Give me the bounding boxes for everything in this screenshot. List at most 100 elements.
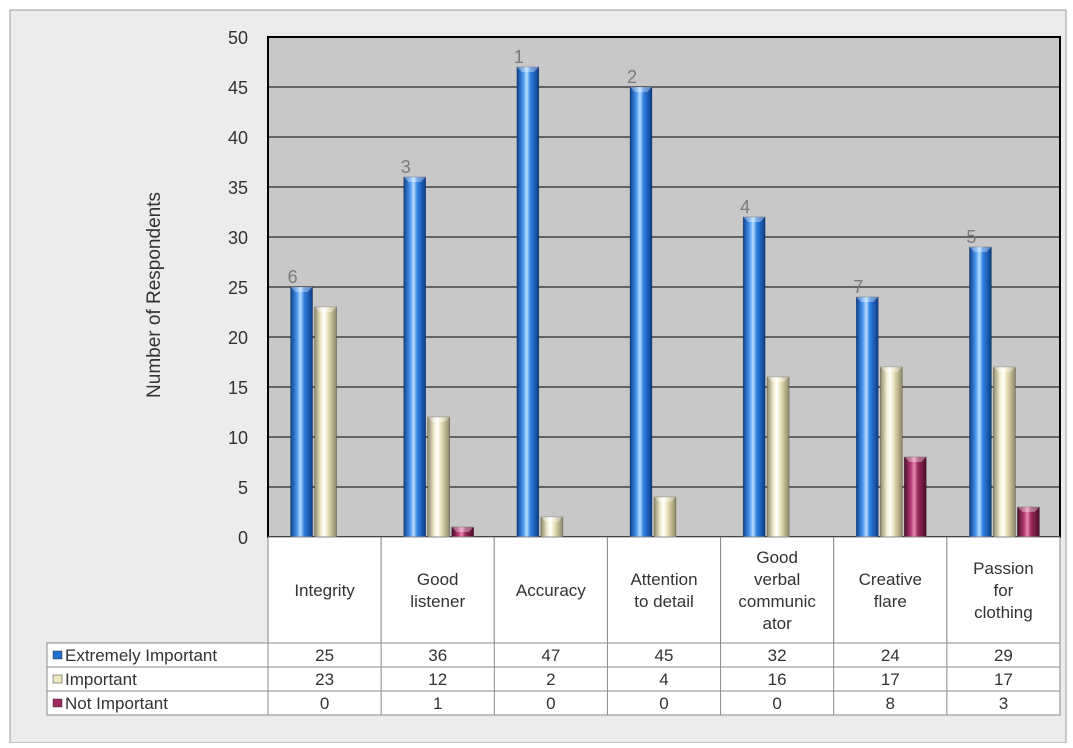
category-label: communic bbox=[738, 592, 816, 611]
bar-bevel bbox=[290, 287, 313, 292]
bar-2 bbox=[993, 366, 1016, 538]
table-row bbox=[46, 690, 1061, 716]
bar-1 bbox=[629, 86, 653, 538]
table-value: 16 bbox=[768, 670, 787, 689]
table-value: 17 bbox=[994, 670, 1013, 689]
category-cell bbox=[606, 536, 722, 644]
table-value: 17 bbox=[881, 670, 900, 689]
bar-1 bbox=[742, 216, 766, 538]
bar-bevel bbox=[516, 67, 539, 72]
table-value: 45 bbox=[655, 646, 674, 665]
rank-label: 7 bbox=[853, 277, 863, 297]
y-tick-label: 0 bbox=[238, 528, 248, 548]
category-cell bbox=[267, 536, 382, 644]
bar-bevel bbox=[743, 217, 766, 222]
legend-key-3 bbox=[52, 698, 63, 708]
bar-bevel bbox=[993, 367, 1016, 372]
table-row bbox=[46, 642, 1061, 668]
category-cell bbox=[380, 536, 495, 644]
category-label: verbal bbox=[754, 570, 800, 589]
category-label: to detail bbox=[634, 592, 694, 611]
category-label: flare bbox=[874, 592, 907, 611]
category-label: ator bbox=[762, 614, 792, 633]
rank-label: 1 bbox=[514, 47, 524, 67]
table-value: 4 bbox=[659, 670, 668, 689]
category-cell bbox=[493, 536, 608, 644]
table-value: 32 bbox=[768, 646, 787, 665]
table-value: 1 bbox=[433, 694, 442, 713]
legend-label: Extremely Important bbox=[65, 646, 217, 665]
category-label: listener bbox=[410, 592, 465, 611]
y-tick-label: 20 bbox=[228, 328, 248, 348]
y-tick-label: 40 bbox=[228, 128, 248, 148]
table-value: 24 bbox=[881, 646, 900, 665]
rank-label: 2 bbox=[627, 67, 637, 87]
bar-1 bbox=[290, 286, 313, 538]
bar-bevel bbox=[314, 307, 337, 312]
category-label: Good bbox=[756, 548, 798, 567]
y-tick-label: 45 bbox=[228, 78, 248, 98]
category-label: Accuracy bbox=[516, 581, 586, 600]
legend-key-1 bbox=[52, 650, 63, 660]
table-value: 12 bbox=[428, 670, 447, 689]
bar-1 bbox=[855, 296, 879, 538]
bar-bevel bbox=[403, 177, 426, 182]
category-cell bbox=[946, 536, 1061, 644]
bar-bevel bbox=[1017, 507, 1040, 512]
table-value: 36 bbox=[428, 646, 447, 665]
table-value: 0 bbox=[546, 694, 555, 713]
bar-bevel bbox=[540, 517, 563, 522]
category-cell bbox=[833, 536, 948, 644]
y-tick-label: 5 bbox=[238, 478, 248, 498]
category-label: Attention bbox=[630, 570, 697, 589]
bar-3 bbox=[903, 456, 927, 538]
rank-label: 3 bbox=[401, 157, 411, 177]
legend-key-2 bbox=[52, 674, 63, 684]
y-tick-label: 25 bbox=[228, 278, 248, 298]
table-value: 25 bbox=[315, 646, 334, 665]
table-value: 0 bbox=[320, 694, 329, 713]
bar-bevel bbox=[451, 527, 474, 532]
bar-2 bbox=[879, 366, 903, 538]
bar-1 bbox=[969, 246, 992, 538]
category-label: clothing bbox=[974, 603, 1033, 622]
category-label: for bbox=[994, 581, 1014, 600]
category-label: Good bbox=[417, 570, 459, 589]
bar-bevel bbox=[969, 247, 992, 252]
table-row bbox=[46, 666, 1061, 692]
bar-1 bbox=[403, 176, 427, 538]
rank-label: 6 bbox=[288, 267, 298, 287]
bar-bevel bbox=[654, 497, 676, 502]
table-value: 8 bbox=[886, 694, 895, 713]
table-value: 47 bbox=[541, 646, 560, 665]
y-axis-title: Number of Respondents bbox=[144, 192, 165, 398]
legend-label: Not Important bbox=[65, 694, 168, 713]
table-value: 0 bbox=[772, 694, 781, 713]
table-value: 23 bbox=[315, 670, 334, 689]
legend-label: Important bbox=[65, 670, 137, 689]
y-tick-label: 30 bbox=[228, 228, 248, 248]
table-value: 29 bbox=[994, 646, 1013, 665]
bar-2 bbox=[427, 416, 451, 538]
y-tick-label: 10 bbox=[228, 428, 248, 448]
bar-bevel bbox=[856, 297, 879, 302]
bar-2 bbox=[653, 496, 677, 538]
table-value: 0 bbox=[659, 694, 668, 713]
bar-bevel bbox=[904, 457, 927, 462]
y-tick-label: 15 bbox=[228, 378, 248, 398]
y-tick-label: 50 bbox=[228, 28, 248, 48]
category-label: Integrity bbox=[294, 581, 355, 600]
bar-bevel bbox=[767, 377, 790, 382]
category-label: Passion bbox=[973, 559, 1033, 578]
table-value: 2 bbox=[546, 670, 555, 689]
y-tick-label: 35 bbox=[228, 178, 248, 198]
bar-bevel bbox=[630, 87, 652, 92]
category-label: Creative bbox=[859, 570, 922, 589]
rank-label: 4 bbox=[740, 197, 750, 217]
bar-2 bbox=[314, 306, 337, 538]
bar-bevel bbox=[427, 417, 450, 422]
category-cell bbox=[720, 536, 835, 644]
rank-label: 5 bbox=[966, 227, 976, 247]
